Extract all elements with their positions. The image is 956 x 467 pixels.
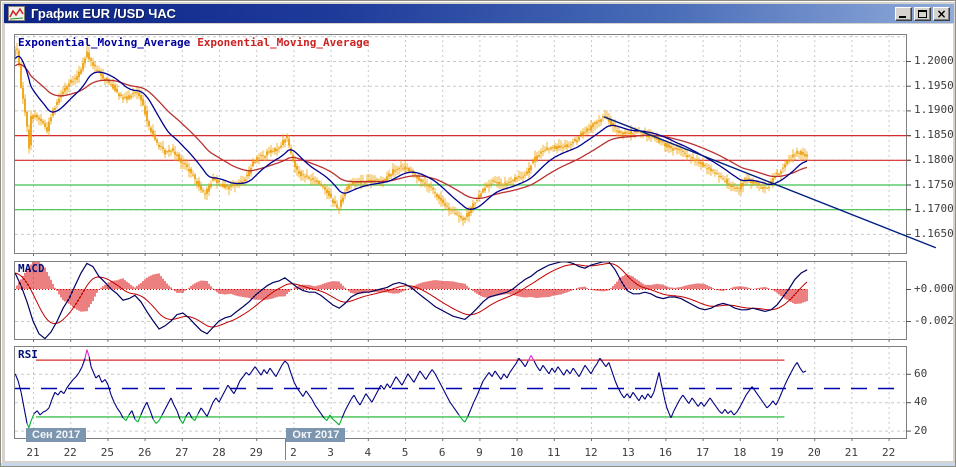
window-title: График EUR /USD ЧАС: [31, 6, 176, 21]
maximize-button[interactable]: [914, 6, 931, 21]
time-axis-label: 27: [175, 446, 189, 459]
time-axis-label: 2: [290, 446, 297, 459]
minimize-button[interactable]: [895, 6, 912, 21]
indicator-legend: Exponential_Moving_Average Exponential_Mo…: [18, 36, 369, 49]
time-axis-label: 25: [100, 446, 115, 459]
time-axis-label: 16: [658, 446, 673, 459]
time-axis-label: 28: [212, 446, 226, 459]
time-axis-label: 5: [401, 446, 409, 459]
rsi-panel-label: RSI: [18, 348, 38, 361]
time-axis-label: 21: [26, 446, 40, 459]
close-button[interactable]: ×: [933, 6, 950, 21]
macd-axis-label: +0.000: [914, 282, 954, 295]
time-axis-label: 13: [621, 446, 635, 459]
window-bottom-edge: [1, 463, 955, 466]
window-controls: ×: [895, 6, 951, 21]
price-axis-label: 1.1800: [914, 152, 954, 166]
time-axis-label: 12: [584, 446, 598, 459]
minimize-icon: [899, 15, 906, 18]
legend-ema-fast: Exponential_Moving_Average: [18, 36, 191, 49]
time-axis-label: 9: [476, 446, 483, 459]
time-axis-label: 17: [695, 446, 710, 459]
chart-client-area[interactable]: [5, 24, 953, 461]
price-axis-label: 1.1950: [914, 78, 954, 92]
time-axis-label: 18: [733, 446, 747, 459]
chart-icon: [8, 6, 25, 21]
time-axis-label: 4: [364, 446, 372, 459]
time-axis-label: 29: [249, 446, 263, 459]
time-axis-label: 20: [807, 446, 821, 459]
legend-ema-slow: Exponential_Moving_Average: [197, 36, 370, 49]
rsi-axis-label: 40: [914, 395, 928, 409]
macd-panel-label: MACD: [18, 262, 45, 275]
price-axis-label: 1.1850: [914, 128, 954, 142]
time-axis-label: 3: [327, 446, 334, 459]
time-axis-label: 10: [509, 446, 524, 459]
price-axis-label: 1.1650: [914, 226, 954, 240]
price-axis-label: 1.1700: [914, 202, 954, 216]
time-axis-label: 22: [881, 446, 896, 459]
close-icon: ×: [936, 6, 947, 21]
time-axis-label: 26: [137, 446, 152, 459]
time-axis-label: 11: [547, 446, 561, 459]
price-axis-label: 1.1750: [914, 177, 954, 191]
price-axis-label: 1.2000: [914, 54, 954, 67]
macd-axis-label: -0.002: [914, 314, 954, 327]
time-axis-label: 22: [63, 446, 77, 459]
time-axis-label: 6: [438, 446, 446, 459]
window-titlebar[interactable]: График EUR /USD ЧАС ×: [4, 4, 954, 23]
time-axis-label: 21: [844, 446, 859, 459]
price-axis-label: 1.1900: [914, 103, 954, 117]
maximize-icon: [918, 9, 927, 18]
month-badge: Окт 2017: [286, 428, 346, 442]
rsi-axis-label: 20: [914, 423, 928, 437]
time-axis-label: 19: [770, 446, 784, 459]
rsi-axis-label: 60: [914, 366, 928, 380]
month-badge: Сен 2017: [26, 428, 87, 442]
